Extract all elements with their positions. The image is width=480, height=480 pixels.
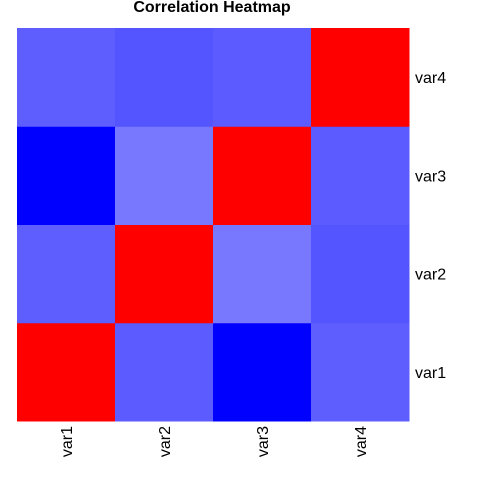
heatmap-cell-var2-var1 <box>115 322 214 422</box>
x-tick-label-var2: var2 <box>157 426 174 457</box>
heatmap-cell-var3-var1 <box>213 322 312 422</box>
heatmap-cell-var1-var3 <box>17 126 116 225</box>
heatmap-cell-var3-var3 <box>213 126 312 225</box>
heatmap-cell-var4-var4 <box>311 28 410 127</box>
y-tick-label-var4: var4 <box>415 70 446 87</box>
heatmap-cells <box>17 28 410 422</box>
heatmap-cell-var4-var3 <box>311 126 410 225</box>
y-tick-label-var1: var1 <box>415 365 446 382</box>
heatmap-cell-var4-var2 <box>311 224 410 324</box>
heatmap-cell-var1-var1 <box>17 322 116 422</box>
heatmap-cell-var1-var2 <box>17 224 116 324</box>
x-tick-label-var3: var3 <box>255 426 272 457</box>
heatmap-cell-var1-var4 <box>17 28 116 127</box>
y-axis-tick-labels: var1 var2 var3 var4 <box>415 70 446 382</box>
heatmap-cell-var4-var1 <box>311 322 410 422</box>
heatmap-cell-var3-var4 <box>213 28 312 127</box>
chart-title: Correlation Heatmap <box>133 0 291 16</box>
x-tick-label-var4: var4 <box>353 426 370 457</box>
y-tick-label-var2: var2 <box>415 267 446 284</box>
heatmap-cell-var3-var2 <box>213 224 312 324</box>
x-axis-tick-labels: var1 var2 var3 var4 <box>59 426 370 457</box>
heatmap-cell-var2-var3 <box>115 126 214 225</box>
heatmap-cell-var2-var2 <box>115 224 214 324</box>
y-tick-label-var3: var3 <box>415 168 446 185</box>
heatmap-cell-var2-var4 <box>115 28 214 127</box>
x-tick-label-var1: var1 <box>59 426 76 457</box>
